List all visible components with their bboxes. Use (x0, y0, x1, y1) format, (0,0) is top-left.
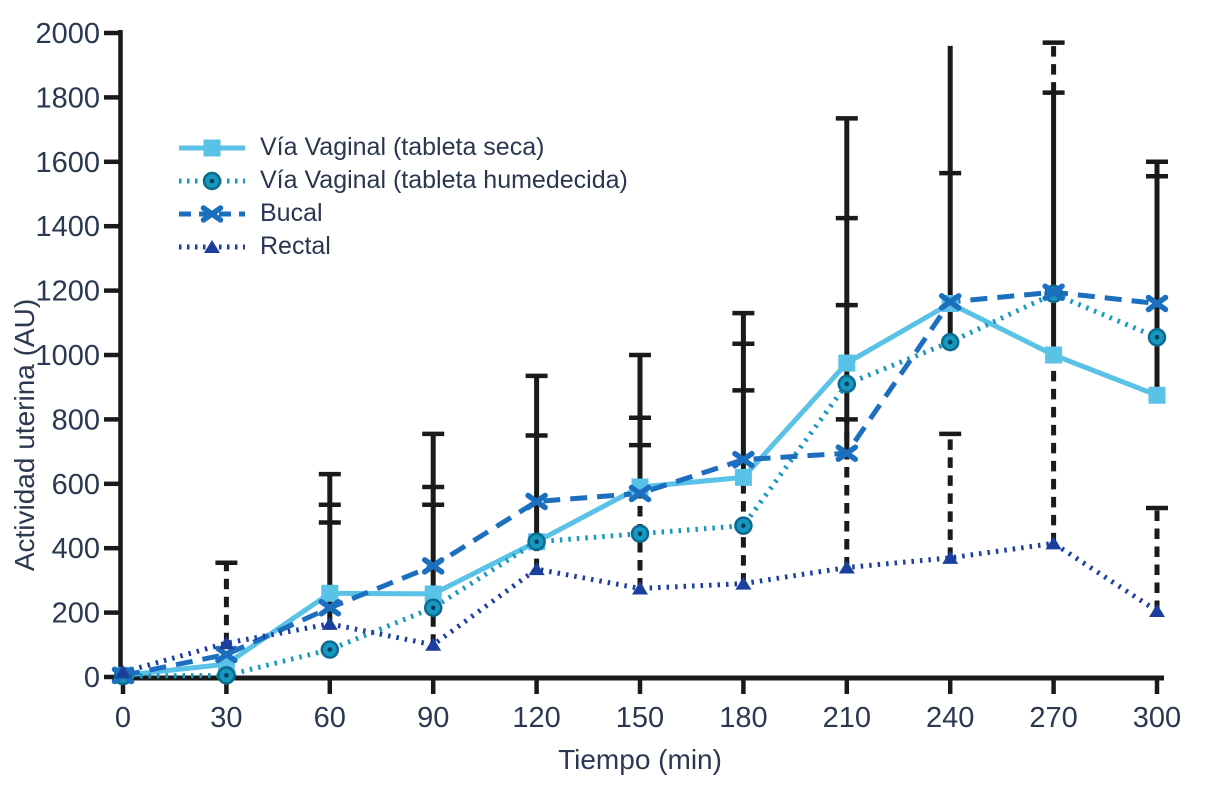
svg-text:0: 0 (115, 702, 131, 734)
y-axis-label: Actividad uterina (AU) (9, 298, 40, 572)
svg-text:600: 600 (52, 469, 100, 501)
svg-text:200: 200 (52, 598, 100, 630)
svg-text:90: 90 (417, 702, 449, 734)
svg-text:0: 0 (84, 662, 100, 694)
legend-item-rectal: Rectal (176, 230, 628, 263)
legend-item-via-vaginal-humedecida: Vía Vaginal (tableta humedecida) (176, 164, 628, 197)
svg-text:1600: 1600 (35, 147, 100, 179)
legend-swatch-via-vaginal-seca (179, 139, 245, 156)
svg-text:2000: 2000 (35, 18, 100, 50)
legend-swatch-bucal (179, 204, 245, 223)
legend-label-bucal: Bucal (260, 199, 323, 227)
svg-text:210: 210 (823, 702, 871, 734)
legend-label-via-vaginal-humedecida: Vía Vaginal (tableta humedecida) (260, 166, 628, 194)
legend-label-via-vaginal-seca: Vía Vaginal (tableta seca) (260, 133, 545, 161)
svg-text:1000: 1000 (35, 340, 100, 372)
svg-text:240: 240 (926, 702, 974, 734)
legend-swatch-via-vaginal-humedecida (179, 171, 245, 190)
legend-item-bucal: Bucal (176, 197, 628, 230)
svg-text:150: 150 (616, 702, 664, 734)
legend-label-rectal: Rectal (260, 232, 331, 260)
svg-text:120: 120 (512, 702, 560, 734)
svg-text:30: 30 (210, 702, 242, 734)
svg-text:800: 800 (52, 404, 100, 436)
legend-item-via-vaginal-seca: Vía Vaginal (tableta seca) (176, 131, 628, 164)
legend-swatch-rectal (179, 239, 245, 253)
svg-text:1200: 1200 (35, 276, 100, 308)
svg-text:60: 60 (314, 702, 346, 734)
legend: Vía Vaginal (tableta seca) Vía Vaginal (… (176, 131, 628, 263)
x-axis-label: Tiempo (min) (558, 744, 722, 775)
svg-text:1800: 1800 (35, 82, 100, 114)
svg-text:300: 300 (1133, 702, 1181, 734)
svg-text:1400: 1400 (35, 211, 100, 243)
svg-text:270: 270 (1029, 702, 1077, 734)
svg-text:400: 400 (52, 533, 100, 565)
svg-text:180: 180 (719, 702, 767, 734)
